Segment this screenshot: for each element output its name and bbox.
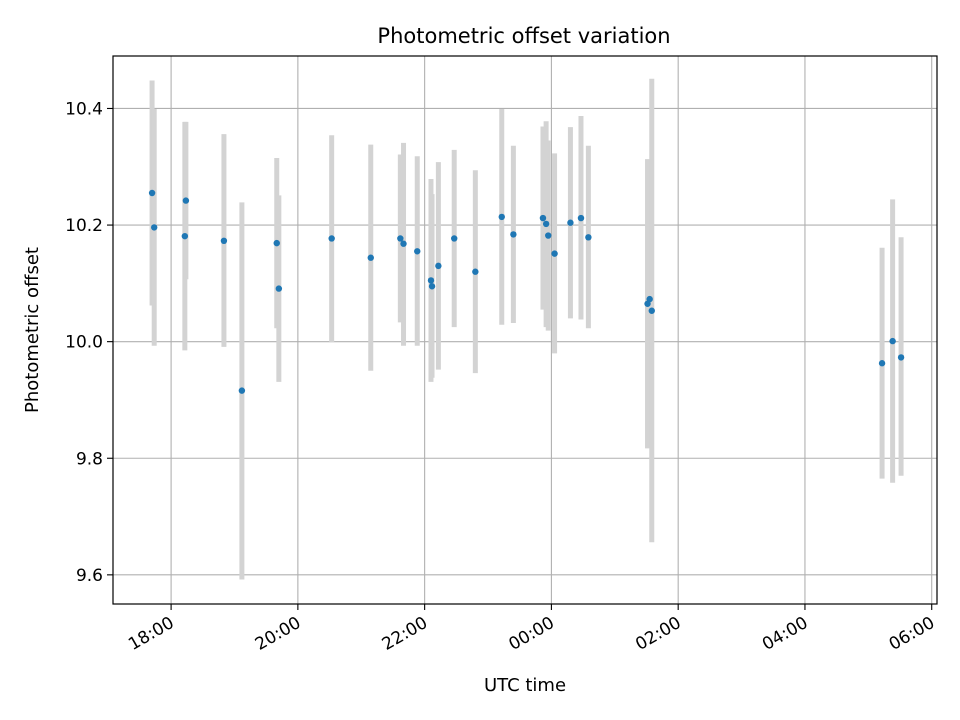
data-point: [889, 337, 896, 345]
plot-area: [112, 55, 938, 605]
plot-frame: [112, 55, 938, 605]
data-point: [435, 262, 442, 270]
data-point: [567, 219, 574, 226]
data-point: [220, 237, 228, 245]
data-point: [472, 268, 479, 275]
data-point: [648, 307, 655, 314]
data-point: [238, 387, 246, 394]
data-point: [400, 240, 407, 247]
plot-background: [113, 56, 937, 604]
y-tick-label: 9.6: [76, 566, 103, 586]
y-tick-label: 10.2: [65, 216, 103, 236]
data-point: [397, 235, 404, 242]
data-point: [878, 360, 886, 367]
data-point: [585, 234, 592, 241]
data-point: [451, 235, 458, 242]
data-point: [577, 214, 585, 222]
data-point: [542, 220, 550, 228]
data-point: [539, 214, 547, 222]
y-tick-label: 9.8: [76, 449, 103, 469]
data-point: [367, 254, 374, 261]
data-point: [414, 248, 421, 255]
data-point: [275, 285, 283, 292]
data-point: [328, 235, 335, 242]
y-tick-label: 10.0: [65, 333, 103, 353]
data-point: [273, 239, 280, 247]
y-axis-title: Photometric offset: [22, 247, 43, 413]
grid-layer: [113, 56, 937, 604]
data-point: [646, 295, 653, 303]
x-axis-title: UTC time: [484, 675, 566, 696]
data-point: [897, 354, 905, 361]
y-tick-label: 10.4: [65, 99, 103, 119]
data-point: [427, 277, 435, 284]
data-point: [148, 189, 156, 197]
data-point: [498, 213, 505, 221]
data-point: [181, 232, 189, 240]
data-point: [551, 250, 558, 257]
point-layer: [148, 189, 905, 394]
data-point: [428, 283, 436, 290]
data-point: [151, 224, 158, 231]
data-point: [182, 197, 190, 204]
chart-title: Photometric offset variation: [377, 24, 670, 48]
data-point: [510, 231, 517, 238]
y-axis: 9.6 9.8 10.0 10.2 10.4: [65, 99, 113, 586]
data-point: [545, 232, 552, 239]
